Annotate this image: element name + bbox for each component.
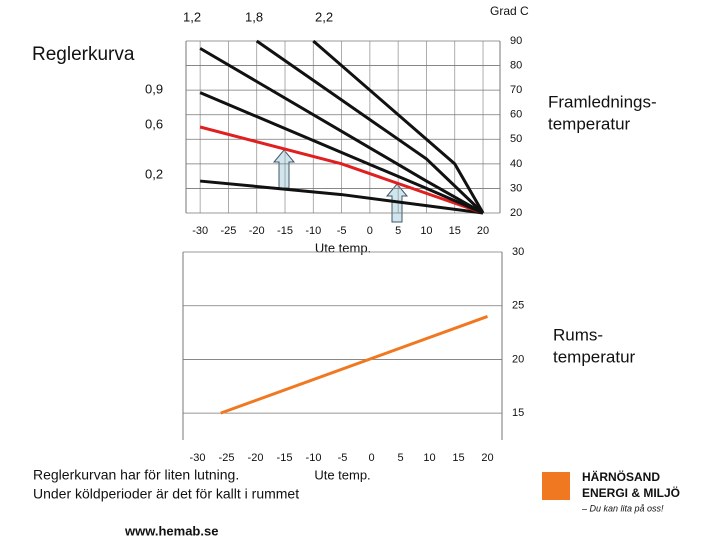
x-tick-label: -30 xyxy=(192,225,208,237)
x-tick-label: -15 xyxy=(277,225,293,237)
y-tick-label: 60 xyxy=(510,109,522,121)
arrow xyxy=(272,149,296,189)
y-tick-label: 30 xyxy=(510,182,522,194)
x-tick-label: 15 xyxy=(449,225,461,237)
series-line xyxy=(220,315,489,415)
series-line xyxy=(199,91,484,215)
x-tick-label: -25 xyxy=(220,225,236,237)
y-tick-label: 30 xyxy=(512,246,524,258)
right-label: temperatur xyxy=(548,114,631,133)
note: Under köldperioder är det för kallt i ru… xyxy=(33,486,299,502)
y-tick-label: 15 xyxy=(512,407,524,419)
series-label: 0,2 xyxy=(145,166,163,181)
y-tick-label: 40 xyxy=(510,158,522,170)
series-label: 0,6 xyxy=(145,116,163,131)
logo-mark xyxy=(542,472,570,500)
x-tick-label: 15 xyxy=(452,452,464,464)
logo-text: ENERGI & MILJÖ xyxy=(582,485,680,500)
x-tick-label: -20 xyxy=(248,452,264,464)
x-tick-label: -30 xyxy=(190,452,206,464)
x-tick-label: -15 xyxy=(277,452,293,464)
x-tick-label: 20 xyxy=(477,225,489,237)
series-line xyxy=(199,125,484,215)
x-tick-label: 0 xyxy=(367,225,373,237)
right-label: Rums- xyxy=(553,325,603,344)
x-tick-label: -10 xyxy=(305,225,321,237)
y-tick-label: 20 xyxy=(512,353,524,365)
right-label: temperatur xyxy=(553,347,636,366)
right-label: Framlednings- xyxy=(548,92,657,111)
series-label: 1,8 xyxy=(245,9,263,24)
x-tick-label: 5 xyxy=(395,225,401,237)
logo-slogan: – Du kan lita på oss! xyxy=(581,503,664,513)
series-line xyxy=(312,39,485,214)
logo-text: HÄRNÖSAND xyxy=(582,469,660,484)
series-line xyxy=(200,179,484,215)
y-tick-label: 90 xyxy=(510,35,522,47)
series-label: 1,2 xyxy=(183,9,201,24)
x-tick-label: 0 xyxy=(368,452,374,464)
x-axis-label: Ute temp. xyxy=(315,240,371,255)
y-tick-label: 80 xyxy=(510,59,522,71)
y-tick-label: 50 xyxy=(510,133,522,145)
footer: www.hemab.se xyxy=(124,523,218,538)
y-axis-label: Grad C xyxy=(490,4,529,18)
series-line xyxy=(199,47,484,215)
series-label: 2,2 xyxy=(315,9,333,24)
x-tick-label: -10 xyxy=(306,452,322,464)
y-tick-label: 25 xyxy=(512,300,524,312)
x-tick-label: 5 xyxy=(397,452,403,464)
y-tick-label: 70 xyxy=(510,84,522,96)
y-tick-label: 20 xyxy=(510,207,522,219)
x-tick-label: -5 xyxy=(338,452,348,464)
x-tick-label: 10 xyxy=(420,225,432,237)
x-tick-label: 10 xyxy=(423,452,435,464)
series-line xyxy=(255,39,485,215)
x-tick-label: -5 xyxy=(337,225,347,237)
x-tick-label: 20 xyxy=(481,452,493,464)
x-tick-label: -25 xyxy=(219,452,235,464)
note: Reglerkurvan har för liten lutning. xyxy=(33,467,239,483)
x-tick-label: -20 xyxy=(249,225,265,237)
slide-title: Reglerkurva xyxy=(32,44,135,65)
x-axis-label: Ute temp. xyxy=(314,467,370,482)
series-label: 0,9 xyxy=(145,81,163,96)
